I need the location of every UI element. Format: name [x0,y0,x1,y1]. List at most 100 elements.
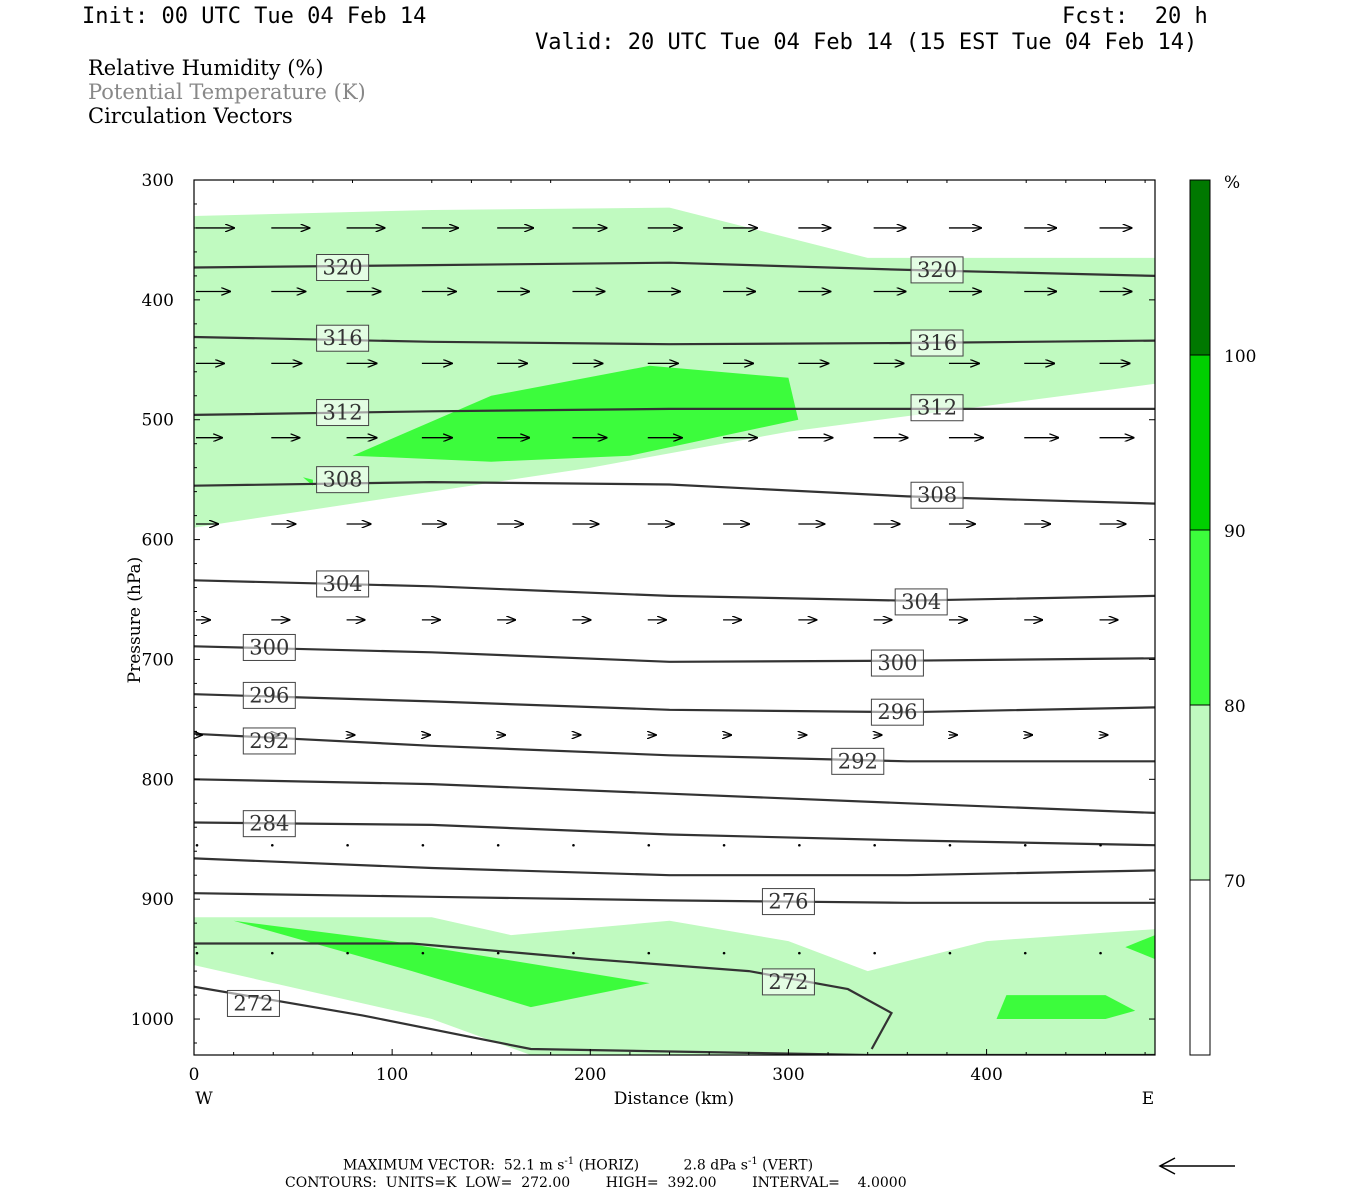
contour-label: 284 [249,812,289,836]
contour-label-box [910,329,964,357]
contour-label-box [316,466,370,494]
contour-label: 308 [917,483,957,507]
contour-label-box [894,588,948,616]
circulation-vector [948,843,952,847]
contour-label: 304 [901,590,941,614]
colorbar-segment [1190,705,1210,880]
contour-label: 272 [233,991,273,1015]
circulation-vector [1099,843,1102,847]
colorbar-unit: % [1224,173,1240,193]
circulation-vector [948,951,952,955]
colorbar-label: 90 [1224,522,1246,542]
contour-label: 292 [249,729,289,753]
contour-label: 276 [768,890,808,914]
rh-region-6 [1125,935,1155,960]
circulation-vector [722,951,726,955]
contour-label-box [910,394,964,422]
y-tick-label: 500 [142,411,174,431]
theta-contour-11 [194,892,1155,904]
circulation-vector [647,951,651,955]
x-tick-label: 400 [970,1065,1002,1085]
contour-info: CONTOURS: UNITS=K LOW= 272.00 HIGH= 392.… [285,1175,907,1191]
exponent-horiz: -1 [564,1156,575,1167]
contour-label-box [910,256,964,284]
contour-label-box [761,968,815,996]
circulation-vector [798,951,801,955]
rh-region-1 [352,365,799,462]
y-tick-label: 800 [142,770,174,790]
contour-label-box [316,324,370,352]
y-tick-label: 700 [142,650,174,670]
circulation-vector [647,843,651,847]
colorbar-segment [1190,180,1210,355]
init-time: Init: 00 UTC Tue 04 Feb 14 [82,4,427,29]
max-vector-prefix: MAXIMUM VECTOR: 52.1 m s [343,1157,565,1174]
colorbar-label: 100 [1224,347,1256,367]
x-tick-label: 0 [189,1065,200,1085]
max-vector-suffix: (VERT) [757,1157,814,1174]
reference-vector-arrow-icon [1158,1157,1176,1175]
theta-contour-6 [194,693,1155,714]
legend-rh: Relative Humidity (%) [88,56,324,80]
circulation-vector [1023,951,1027,955]
circulation-vector [496,843,500,847]
circulation-vector [1023,843,1027,847]
theta-contour-5 [194,645,1155,663]
y-tick-label: 300 [142,171,174,191]
east-label: E [1142,1089,1154,1109]
circulation-vector [873,951,876,955]
circulation-vector [496,951,500,955]
contour-label-box [242,633,296,661]
circulation-vector [421,951,425,955]
contour-label-box [761,888,815,916]
circulation-vector [873,843,876,847]
contour-label: 272 [768,970,808,994]
circulation-vector [421,843,425,847]
contour-label-box [870,649,924,677]
rh-region-4 [233,920,650,1008]
circulation-vector [346,843,349,847]
theta-contour-10 [194,857,1155,877]
contour-label-box [242,727,296,755]
circulation-vector [346,951,349,955]
circulation-vector [572,951,575,955]
colorbar-label: 80 [1224,697,1246,717]
west-label: W [195,1089,213,1109]
x-axis-title: Distance (km) [614,1089,734,1109]
y-tick-label: 1000 [131,1010,174,1030]
legend-vectors: Circulation Vectors [88,104,293,128]
colorbar-label: 70 [1224,872,1246,892]
contour-label-box [242,810,296,838]
contour-label: 308 [323,468,363,492]
contour-label-box [831,747,885,775]
contour-label-box [316,254,370,281]
theta-contour-8 [194,778,1155,814]
theta-contour-7 [194,732,1155,763]
contour-label: 300 [877,651,917,675]
contour-label-box [910,481,964,509]
colorbar-segment [1190,880,1210,1055]
x-tick-label: 200 [574,1065,606,1085]
colorbar-frame [1189,179,1211,1056]
y-tick-label: 400 [142,291,174,311]
contour-label-box [316,570,370,598]
circulation-vector [572,843,575,847]
circulation-vector [270,843,274,847]
y-tick-label: 900 [142,890,174,910]
colorbar-segment [1190,355,1210,530]
theta-contour-12 [194,942,893,1050]
legend-theta: Potential Temperature (K) [88,80,366,104]
plot-frame [193,179,1156,1056]
contour-label: 312 [917,396,957,420]
contour-label: 292 [838,749,878,773]
valid-time: Valid: 20 UTC Tue 04 Feb 14 (15 EST Tue … [535,30,1198,55]
contour-label: 320 [323,256,363,280]
contour-label: 296 [249,683,289,707]
exponent-vert: -1 [747,1156,758,1167]
x-tick-label: 100 [376,1065,408,1085]
circulation-vector [1099,951,1102,955]
theta-contour-9 [194,821,1155,847]
contour-label: 316 [917,331,957,355]
contour-label: 300 [249,635,289,659]
